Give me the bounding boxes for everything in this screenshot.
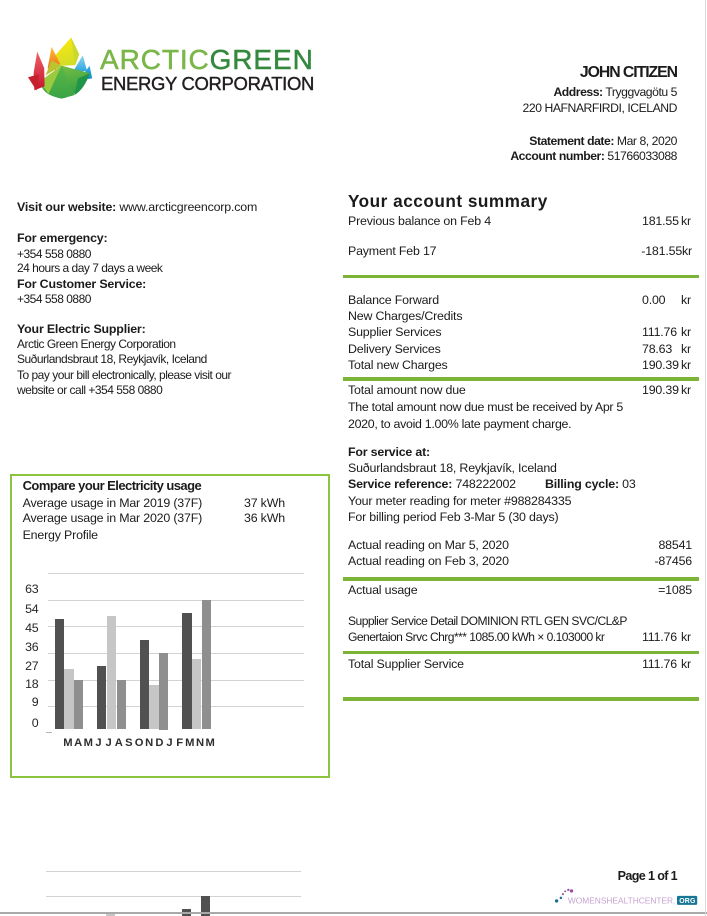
svg-text:ORG: ORG [679, 898, 695, 905]
svg-text:WOMENSHEALTHCENTER.: WOMENSHEALTHCENTER. [568, 897, 676, 906]
